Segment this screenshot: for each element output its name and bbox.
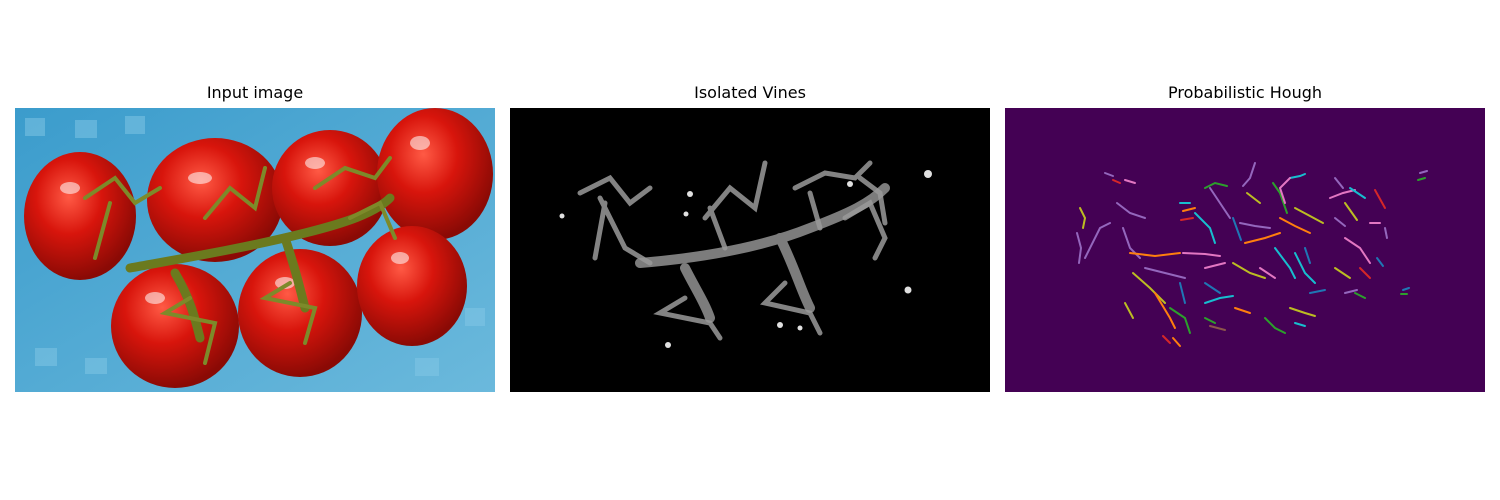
probabilistic-hough-lines (1005, 108, 1485, 392)
input-image-title: Input image (206, 83, 304, 102)
input-image (15, 108, 495, 392)
probabilistic-hough-panel (1005, 108, 1485, 392)
isolated-vines-panel (510, 108, 990, 392)
isolated-vines-title: Isolated Vines (694, 83, 806, 102)
probabilistic-hough-title: Probabilistic Hough (1167, 83, 1323, 102)
input-image-panel (15, 108, 495, 392)
isolated-vines-mask (510, 108, 990, 392)
